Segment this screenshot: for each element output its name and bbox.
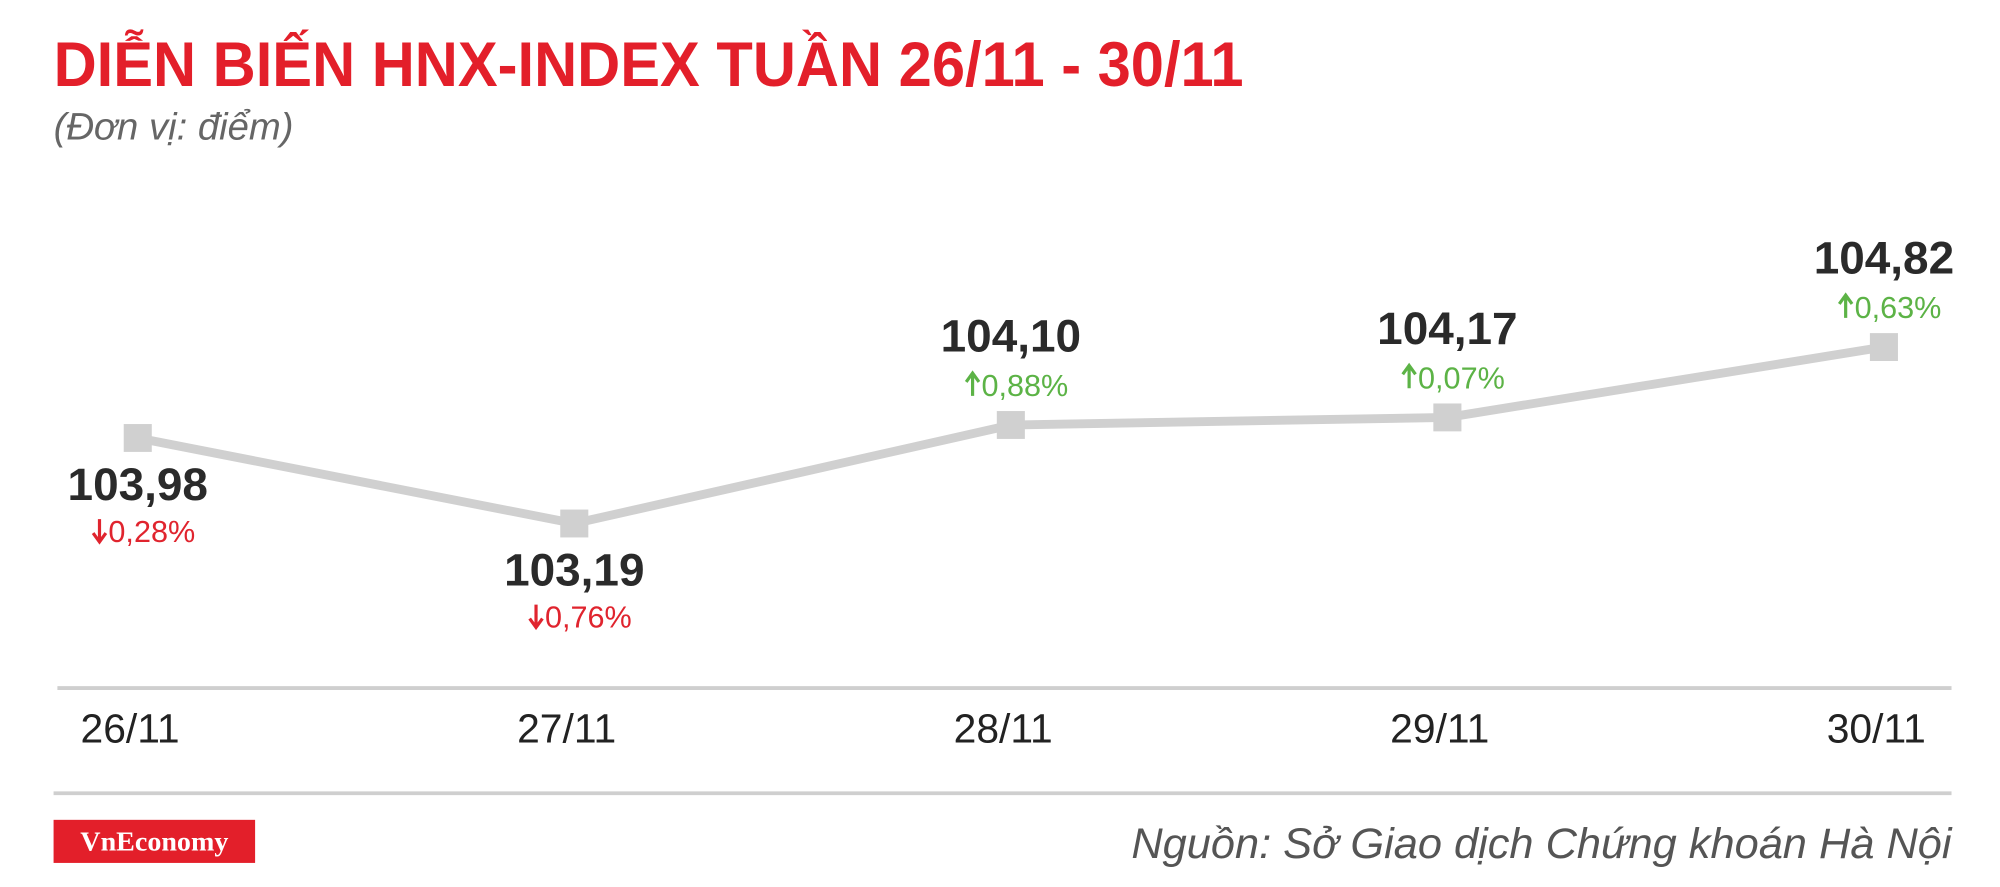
x-tick-label: 30/11 (1827, 706, 1926, 752)
change-label: 0,28% (108, 515, 195, 549)
change-label: 0,76% (545, 601, 632, 635)
brand: VnEconomy (80, 826, 228, 857)
arrow-up (964, 370, 981, 396)
x-tick-label: 27/11 (517, 706, 616, 752)
marker (1433, 403, 1462, 432)
value-label: 104,10 (941, 311, 1081, 362)
value-label: 103,19 (504, 545, 644, 596)
change-label: 0,63% (1855, 291, 1942, 325)
value-label: 103,98 (68, 459, 208, 510)
marker (123, 424, 152, 452)
chart-title: DIỄN BIẾN HNX-INDEX TUẦN 26/11 - 30/11 (54, 29, 1244, 100)
arrow-down (528, 604, 544, 631)
x-tick-label: 26/11 (81, 706, 180, 752)
source: Nguồn: Sở Giao dịch Chứng khoán Hà Nội (1131, 820, 1953, 868)
arrow-down (91, 519, 108, 545)
x-tick-label: 29/11 (1390, 706, 1489, 752)
chart-subtitle: (Đơn vị: điểm) (54, 105, 294, 148)
value-label: 104,82 (1814, 233, 1954, 284)
marker (560, 509, 589, 538)
arrow-up (1401, 362, 1417, 389)
x-tick-label: 28/11 (954, 706, 1053, 752)
marker (996, 411, 1025, 439)
change-label: 0,07% (1418, 361, 1505, 395)
brand-box (53, 819, 256, 863)
marker (1869, 333, 1898, 361)
value-label: 104,17 (1377, 303, 1517, 354)
arrow-up (1837, 292, 1854, 318)
change-label: 0,88% (982, 369, 1069, 403)
